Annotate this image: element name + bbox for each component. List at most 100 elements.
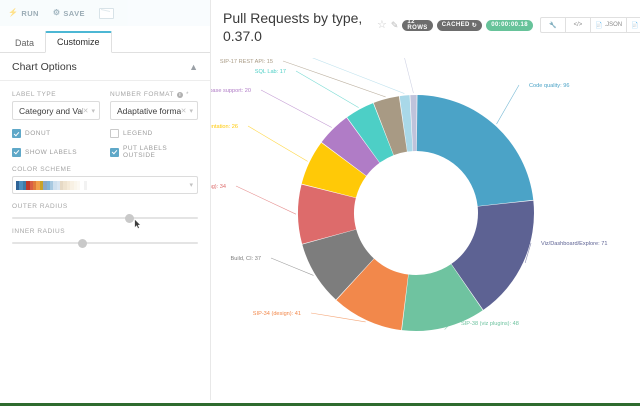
donut-slice-label: Build, CI: 37 bbox=[231, 256, 261, 262]
color-swatch bbox=[60, 180, 64, 190]
cached-badge[interactable]: CACHED ↻ bbox=[436, 19, 483, 31]
run-button[interactable]: ⚡ RUN bbox=[8, 9, 39, 18]
label-type-value: Category and Value bbox=[19, 105, 83, 116]
donut-slice[interactable] bbox=[336, 258, 409, 331]
color-scheme-label: COLOR SCHEME bbox=[12, 166, 72, 173]
label-leader-line bbox=[312, 58, 405, 94]
donut-slice[interactable] bbox=[399, 95, 413, 152]
close-icon[interactable]: ✕ bbox=[180, 107, 187, 115]
lightning-icon: ⚡ bbox=[8, 8, 19, 17]
timer-badge: 00:00:00.18 bbox=[486, 19, 533, 31]
label-leader-line bbox=[260, 89, 332, 128]
chevron-down-icon[interactable]: ▾ bbox=[189, 182, 193, 189]
email-icon[interactable] bbox=[98, 7, 114, 19]
export-json-button[interactable]: 📄 .JSON bbox=[590, 17, 628, 33]
donut-slice[interactable] bbox=[401, 264, 483, 331]
outer-radius-track[interactable] bbox=[12, 213, 198, 223]
selectors-row: LABEL TYPE Category and Value ✕ ▾ NUMBER… bbox=[12, 91, 198, 120]
color-swatch bbox=[70, 180, 74, 190]
checkbox-donut[interactable]: DONUT bbox=[12, 129, 100, 138]
tab-customize[interactable]: Customize bbox=[45, 31, 112, 53]
chevron-up-icon[interactable]: ▲ bbox=[189, 61, 198, 72]
wrench-icon: 🔧 bbox=[549, 22, 557, 29]
chart-action-buttons: 🔧 </> 📄 .JSON 📄 .CSV ☰ bbox=[539, 17, 640, 33]
rows-badge-label: 12 ROWS bbox=[407, 19, 428, 31]
donut-slice[interactable] bbox=[347, 103, 394, 163]
label-leader-line bbox=[235, 185, 297, 215]
code-icon: </> bbox=[573, 22, 583, 28]
donut-slice[interactable] bbox=[451, 200, 534, 310]
label-leader-line bbox=[282, 60, 386, 98]
label-leader-line bbox=[247, 125, 308, 162]
donut-slice[interactable] bbox=[373, 96, 408, 156]
rows-badge: 12 ROWS bbox=[402, 19, 433, 31]
tab-data-label: Data bbox=[15, 38, 35, 48]
donut-slice[interactable] bbox=[298, 184, 357, 244]
run-button-label: RUN bbox=[21, 8, 39, 18]
chevron-down-icon[interactable]: ▾ bbox=[189, 107, 193, 115]
refresh-icon[interactable]: ↻ bbox=[471, 22, 478, 29]
checkbox-put-labels-outside[interactable]: PUT LABELS OUTSIDE bbox=[110, 145, 198, 159]
outer-radius-knob[interactable] bbox=[124, 213, 134, 223]
number-format-select[interactable]: Adaptative forma... ✕ ▾ bbox=[110, 101, 198, 120]
donut-slice-label: SIP-17 REST API: 15 bbox=[220, 59, 273, 65]
color-swatch bbox=[36, 180, 40, 190]
number-format-label: NUMBER FORMAT i * bbox=[110, 91, 189, 98]
wrench-button[interactable]: 🔧 bbox=[539, 17, 566, 33]
save-button[interactable]: ⚙ SAVE bbox=[53, 9, 85, 18]
checkbox-legend-box[interactable] bbox=[110, 129, 119, 138]
donut-slice-label: Database support: 20 bbox=[211, 88, 251, 94]
donut-slice[interactable] bbox=[410, 95, 417, 152]
label-leader-line bbox=[404, 58, 414, 94]
file-icon: 📄 bbox=[594, 22, 603, 29]
label-leader-line bbox=[524, 242, 532, 264]
checkbox-put-labels-outside-box[interactable] bbox=[110, 147, 119, 157]
page-title: Pull Requests by type, 0.37.0 bbox=[223, 10, 363, 44]
close-icon[interactable]: ✕ bbox=[82, 107, 89, 115]
edit-properties-icon[interactable]: ✎ bbox=[390, 19, 399, 30]
checkbox-show-labels-label: SHOW LABELS bbox=[25, 148, 78, 156]
label-leader-line bbox=[444, 322, 452, 330]
checkbox-donut-box[interactable] bbox=[12, 129, 21, 138]
checkbox-row-2: SHOW LABELS PUT LABELS OUTSIDE bbox=[12, 145, 198, 159]
color-swatch bbox=[32, 180, 37, 190]
star-icon[interactable]: ☆ bbox=[377, 18, 387, 31]
inner-radius-control: INNER RADIUS bbox=[12, 228, 198, 248]
inner-radius-track[interactable] bbox=[12, 238, 198, 248]
color-swatch bbox=[22, 180, 27, 190]
checkbox-legend-label: LEGEND bbox=[123, 130, 153, 137]
color-swatch bbox=[53, 180, 57, 190]
color-scheme-select[interactable]: ▾ bbox=[12, 176, 198, 194]
donut-slice[interactable] bbox=[321, 117, 380, 176]
color-swatch bbox=[66, 180, 71, 190]
info-icon[interactable]: i bbox=[177, 91, 184, 98]
save-button-label: SAVE bbox=[63, 8, 85, 18]
label-leader-line bbox=[270, 257, 314, 276]
chevron-down-icon[interactable]: ▾ bbox=[91, 107, 95, 115]
checkbox-row-1: DONUT LEGEND bbox=[12, 129, 198, 138]
inner-radius-knob[interactable] bbox=[78, 238, 88, 248]
checkbox-show-labels-box[interactable] bbox=[12, 147, 21, 157]
donut-slice-label: Code quality: 96 bbox=[529, 83, 569, 89]
donut-slice[interactable] bbox=[302, 229, 374, 300]
query-toolbar: ⚡ RUN ⚙ SAVE bbox=[0, 0, 210, 26]
color-swatch bbox=[80, 180, 84, 190]
export-csv-button[interactable]: 📄 .CSV bbox=[627, 17, 640, 33]
donut-slice[interactable] bbox=[416, 95, 534, 207]
checkbox-show-labels[interactable]: SHOW LABELS bbox=[12, 145, 100, 159]
cached-badge-label: CACHED bbox=[441, 22, 470, 28]
label-type-select[interactable]: Category and Value ✕ ▾ bbox=[12, 101, 100, 120]
donut-chart-container: Code quality: 96 Viz/Dashboard/Explore: 7… bbox=[211, 58, 640, 403]
donut-slice-label: Viz/Dashboard/Explore: 71 bbox=[541, 241, 607, 247]
chart-options-header[interactable]: Chart Options ▲ bbox=[0, 53, 210, 81]
donut-chart[interactable]: Code quality: 96 Viz/Dashboard/Explore: 7… bbox=[211, 58, 640, 403]
color-swatch bbox=[83, 180, 88, 190]
color-swatch bbox=[77, 180, 81, 190]
donut-slice[interactable] bbox=[301, 142, 367, 198]
mouse-cursor-icon bbox=[134, 219, 141, 229]
checkbox-legend[interactable]: LEGEND bbox=[110, 129, 198, 138]
tab-data[interactable]: Data bbox=[4, 33, 45, 53]
code-button[interactable]: </> bbox=[565, 17, 591, 33]
checkbox-donut-label: DONUT bbox=[25, 130, 51, 137]
